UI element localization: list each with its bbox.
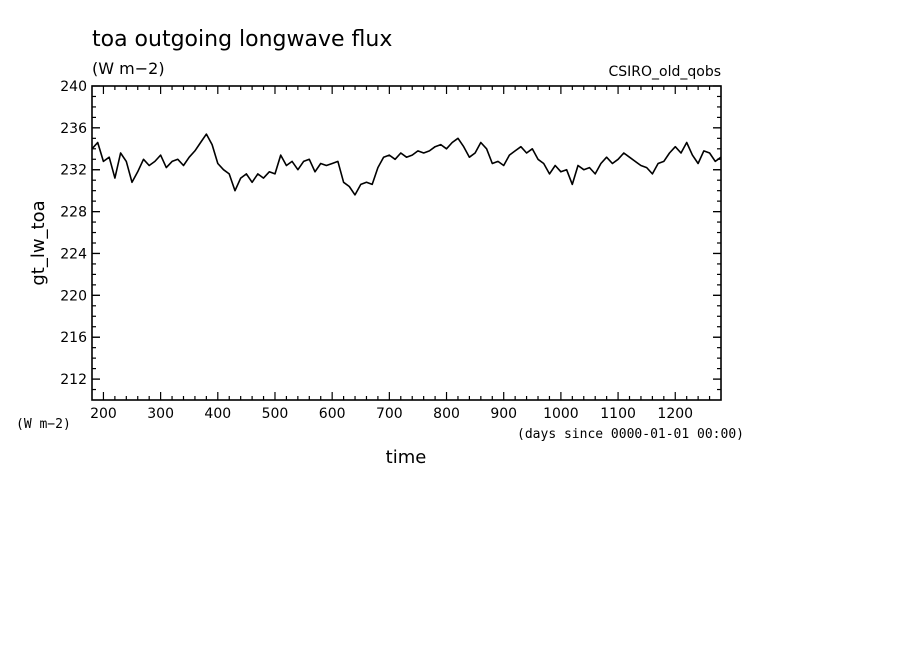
y-axis-tick-labels: 212 216 220 224 228 232 236 240 (60, 79, 87, 388)
chart-title: toa outgoing longwave flux (92, 27, 392, 52)
y-tick-label: 212 (60, 372, 87, 388)
plot-frame (91, 85, 722, 401)
y-tick-label: 232 (60, 163, 87, 179)
series-line-gt-lw-toa (91, 133, 722, 196)
y-axis-label: gt_lw_toa (28, 200, 49, 285)
x-tick-label: 300 (147, 406, 174, 422)
y-tick-label: 240 (60, 79, 87, 95)
y-axis-ticks (92, 85, 721, 391)
x-tick-label: 500 (262, 406, 289, 422)
y-tick-label: 236 (60, 121, 87, 137)
x-axis-ticks (102, 86, 711, 400)
y-tick-label: 228 (60, 205, 87, 221)
x-tick-label: 1000 (543, 406, 579, 422)
x-tick-label: 700 (376, 406, 403, 422)
y-tick-label: 216 (60, 330, 87, 346)
x-tick-label: 1200 (657, 406, 693, 422)
x-axis-tick-labels: 200 300 400 500 600 700 800 900 1000 1100 1200 (90, 406, 693, 422)
dataset-label: CSIRO_old_qobs (608, 64, 721, 80)
x-axis-label: time (386, 447, 427, 468)
y-tick-label: 220 (60, 288, 87, 304)
x-tick-label: 1100 (600, 406, 636, 422)
x-tick-label: 400 (204, 406, 231, 422)
x-tick-label: 900 (490, 406, 517, 422)
chart-units-label: (W m−2) (92, 59, 165, 78)
x-units-note: (days since 0000-01-01 00:00) (517, 427, 744, 442)
y-units-corner-label: (W m−2) (16, 417, 71, 432)
y-tick-label: 224 (60, 246, 87, 262)
x-tick-label: 800 (433, 406, 460, 422)
x-tick-label: 600 (319, 406, 346, 422)
x-tick-label: 200 (90, 406, 117, 422)
